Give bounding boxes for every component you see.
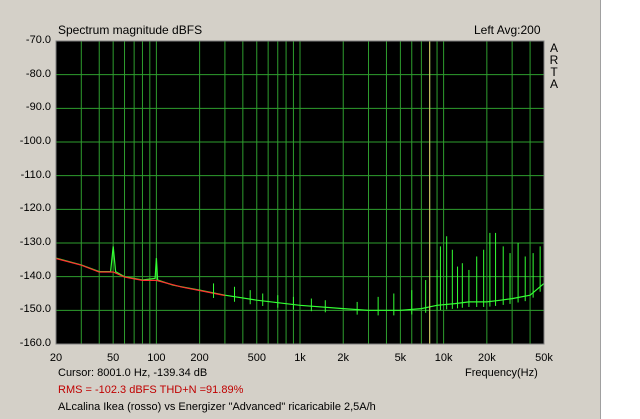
chart-title: Spectrum magnitude dBFS (58, 23, 203, 37)
spectrum-series-line (55, 257, 226, 297)
arta-letter: A (549, 77, 558, 91)
y-tick-label: -140.0 (19, 269, 51, 282)
y-tick-label: -160.0 (19, 337, 51, 349)
arta-letter: A (549, 41, 558, 55)
spectrum-traces (55, 232, 545, 316)
x-tick-label: 5k (394, 352, 407, 364)
rms-thd-readout: RMS = -102.3 dBFS THD+N =91.89% (58, 384, 244, 396)
x-tick-label: 2k (337, 352, 350, 364)
arta-letter: T (550, 65, 558, 79)
x-tick-label: 20k (477, 352, 496, 364)
channel-average-status: Left Avg:200 (474, 23, 541, 37)
y-tick-label: -80.0 (25, 67, 51, 80)
y-tick-label: -100.0 (19, 135, 51, 147)
y-tick-label: -70.0 (25, 34, 51, 46)
x-tick-label: 50 (107, 352, 120, 364)
measurement-description: ALcalina Ikea (rosso) vs Energizer "Adva… (58, 401, 376, 413)
x-tick-label: 10k (434, 352, 453, 364)
arta-logo: A R T A (548, 42, 560, 90)
x-tick-label: 500 (247, 352, 266, 364)
x-axis-title: Frequency(Hz) (465, 367, 538, 379)
x-tick-label: 20 (49, 352, 63, 364)
x-tick-label: 100 (147, 352, 166, 364)
arta-letter: R (549, 53, 559, 67)
y-tick-label: -90.0 (25, 101, 51, 114)
cursor-readout: Cursor: 8001.0 Hz, -139.34 dB (58, 367, 208, 379)
x-tick-label: 200 (190, 352, 209, 364)
x-tick-label: 1k (294, 352, 306, 364)
y-tick-label: -120.0 (19, 202, 51, 215)
y-tick-label: -130.0 (19, 236, 51, 248)
x-tick-label: 50k (535, 352, 553, 364)
y-tick-label: -110.0 (20, 168, 51, 181)
plot-border (55, 40, 545, 345)
y-tick-label: -150.0 (19, 303, 51, 316)
